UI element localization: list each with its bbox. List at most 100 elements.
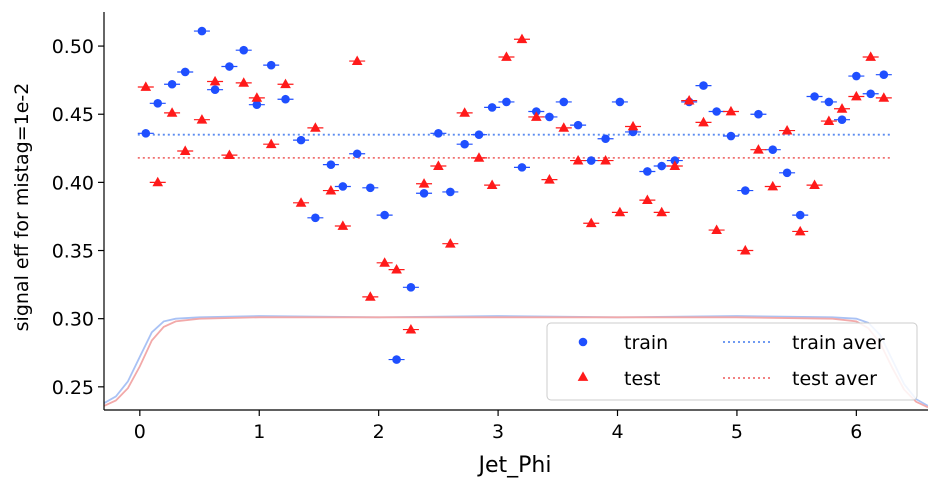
train-point [277,94,294,104]
test-marker [473,152,485,162]
test-marker [809,179,820,190]
x-tick-label: 2 [373,421,385,443]
train-point [416,188,433,198]
train-point [149,99,166,108]
train-point [597,134,614,144]
test-marker [753,144,764,154]
test-point [570,154,587,165]
test-marker [265,138,277,149]
train-point [750,109,767,119]
test-point [430,160,447,170]
train-marker [406,283,416,292]
test-marker [152,176,164,187]
legend: train test train aver test aver [546,322,918,401]
legend-train-aver-label: train aver [792,332,885,354]
test-point [137,81,154,91]
test-point [164,107,181,117]
train-point [792,210,809,220]
train-point [834,115,851,124]
test-marker [379,257,390,267]
train-marker [573,120,583,130]
x-tick-label: 0 [134,421,146,443]
test-point [349,55,366,65]
y-axis-label: signal eff for mistag=1e-2 [11,83,33,332]
test-marker [140,81,152,91]
train-marker [326,160,336,169]
x-axis-label: Jet_Phi [477,453,552,478]
y-tick-label: 0.25 [52,377,94,399]
legend-train-marker [578,337,588,347]
train-marker [740,186,750,195]
train-marker [657,161,666,171]
test-marker [166,107,178,117]
train-marker [810,92,819,101]
test-marker [878,92,890,102]
train-marker [311,213,320,223]
train-marker [434,129,443,138]
test-point [806,179,823,190]
train-point [764,145,781,154]
train-point [349,149,366,159]
test-point [334,220,351,230]
legend-box [546,322,918,401]
legend-test-label: test [624,368,661,390]
train-marker [726,131,736,141]
test-marker [600,154,611,165]
train-point [442,187,459,197]
test-marker [851,90,862,101]
test-point [583,217,600,228]
train-marker [197,26,207,36]
train-point [862,89,879,99]
x-tick-label: 6 [850,421,862,443]
test-marker [656,206,668,217]
test-marker [669,160,681,170]
train-marker [210,85,220,94]
train-marker [281,94,290,104]
train-point [221,62,238,71]
train-marker [601,134,610,144]
test-point [362,291,379,301]
train-point [498,97,515,107]
test-marker [836,103,848,113]
test-marker [865,51,876,61]
train-marker [296,135,306,145]
train-point [611,97,628,107]
test-point [263,138,280,149]
test-marker [725,105,737,116]
train-marker [419,188,429,198]
test-marker [698,116,709,127]
train-point [322,160,339,169]
test-marker [572,154,584,165]
train-point [820,97,837,107]
test-marker [433,160,444,170]
test-point [293,197,310,207]
train-marker [460,139,469,149]
train-marker [768,145,778,154]
train-marker [167,79,177,89]
test-marker [501,51,512,61]
train-point [207,85,224,94]
test-marker [444,238,456,248]
test-point [708,224,725,235]
legend-test-marker [577,371,589,381]
train-marker [586,156,596,165]
train-marker [782,168,792,178]
train-marker [837,115,847,124]
train-point [362,183,379,193]
y-tick-label: 0.40 [52,172,94,194]
test-point [764,180,781,191]
train-point [779,168,796,178]
test-point [235,77,252,87]
test-point [416,178,433,188]
axes: 0 1 2 3 4 5 6 0.25 0.30 0.35 0.40 0.45 0.50 [52,12,928,443]
train-marker [866,89,875,99]
test-point [442,238,459,248]
test-marker [351,55,363,65]
train-point [376,210,393,220]
test-point [834,103,851,113]
train-marker [252,100,262,109]
train-marker [180,67,190,77]
test-marker [251,92,263,102]
x-tick-label: 4 [611,421,623,443]
y-tick-label: 0.45 [52,104,94,126]
